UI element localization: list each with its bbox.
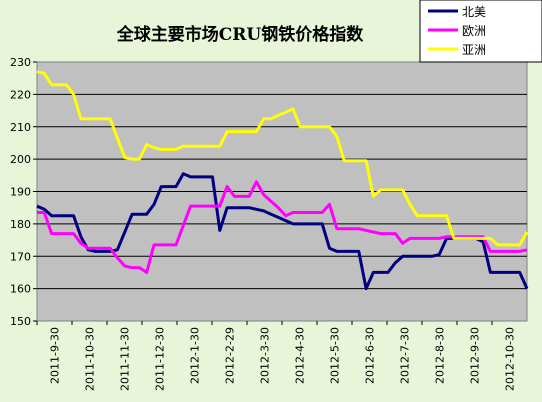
y-tick-label: 200 — [10, 153, 31, 166]
y-tick-label: 210 — [10, 121, 31, 134]
x-tick-label: 2012-5-30 — [329, 327, 342, 384]
x-tick-label: 2011-11-30 — [119, 327, 132, 391]
x-tick-label: 2012-3-30 — [259, 327, 272, 384]
legend-label-2: 亚洲 — [462, 43, 486, 57]
y-tick-label: 230 — [10, 56, 31, 69]
x-tick-label: 2012-1-30 — [189, 327, 202, 384]
x-tick-label: 2012-2-29 — [224, 327, 237, 384]
x-tick-label: 2012-4-30 — [294, 327, 307, 384]
y-axis: 150 160 170 180 190 200 210 220 230 — [10, 56, 37, 328]
gridlines — [37, 93, 527, 290]
y-tick-label: 170 — [10, 250, 31, 263]
chart-title: 全球主要市场CRU钢铁价格指数 — [116, 24, 364, 45]
x-axis: 2011-9-30 2011-10-30 2011-11-30 2011-12-30 2… — [36, 321, 517, 391]
series-line-0 — [36, 172, 529, 291]
x-tick-label: 2012-8-30 — [434, 327, 447, 384]
series-layer — [36, 70, 529, 291]
y-tick-label: 190 — [10, 186, 31, 199]
x-tick-label: 2011-12-30 — [154, 327, 167, 391]
legend-label-1: 欧洲 — [462, 24, 486, 38]
y-tick-label: 160 — [10, 283, 31, 296]
x-tick-label: 2012-10-30 — [504, 327, 517, 391]
x-tick-label: 2011-9-30 — [49, 327, 62, 384]
x-tick-label: 2012-7-30 — [399, 327, 412, 384]
series-line-2 — [36, 70, 529, 247]
y-tick-label: 150 — [10, 315, 31, 328]
x-tick-label: 2012-9-30 — [469, 327, 482, 384]
y-tick-label: 180 — [10, 218, 31, 231]
x-tick-label: 2011-10-30 — [84, 327, 97, 391]
legend-label-0: 北美 — [462, 5, 486, 19]
y-tick-label: 220 — [10, 88, 31, 101]
series-line-1 — [37, 180, 528, 274]
x-tick-label: 2012-6-30 — [364, 327, 377, 384]
